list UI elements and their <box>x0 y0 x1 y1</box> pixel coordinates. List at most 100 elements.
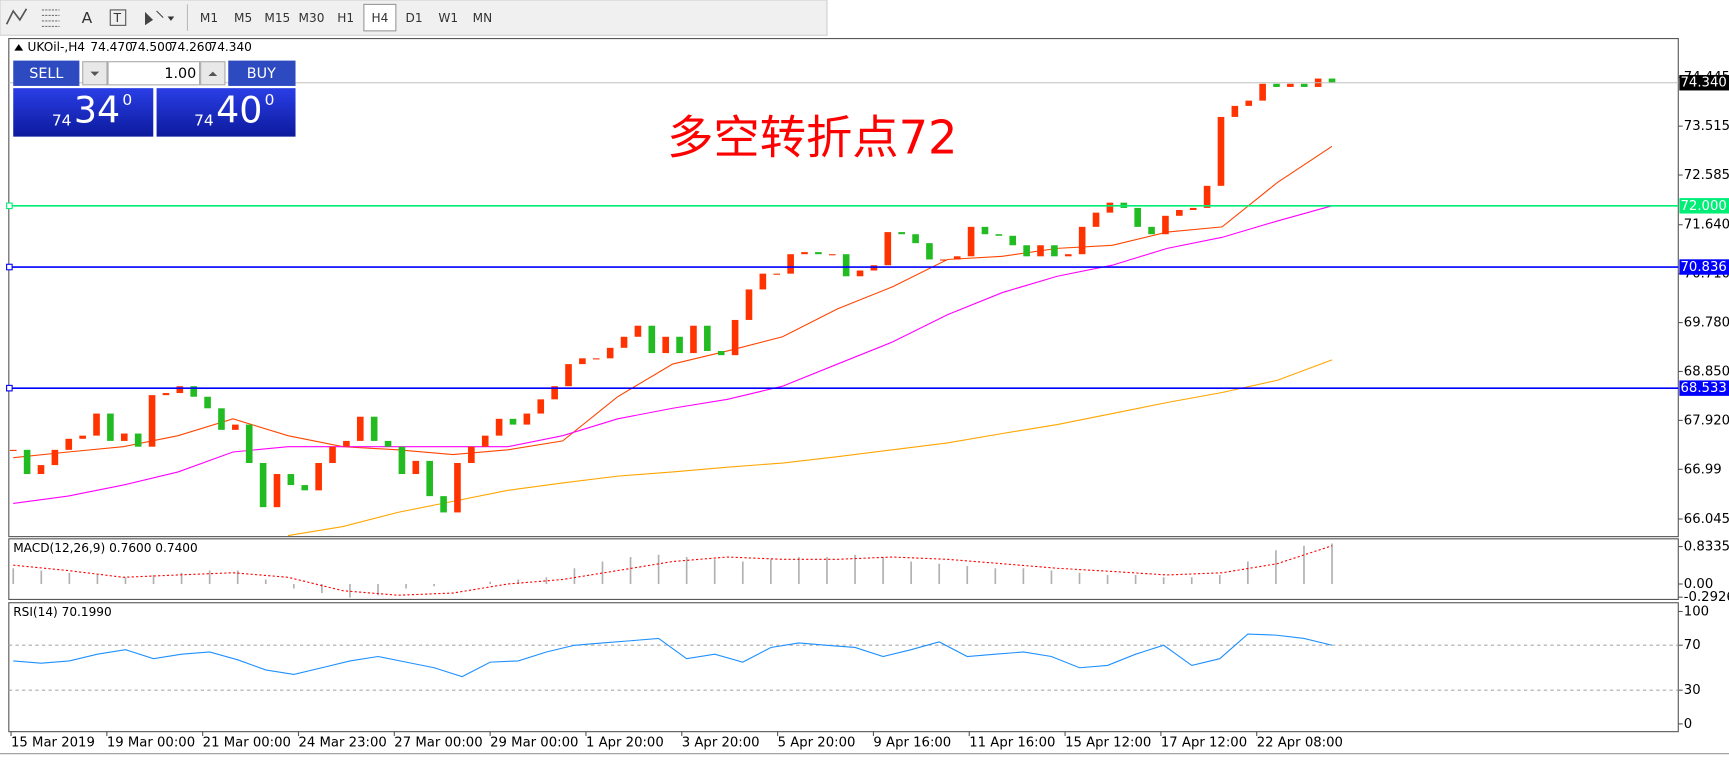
timeframe-button[interactable]: H4 <box>371 11 388 25</box>
candle <box>120 433 128 441</box>
chart-tool-icon[interactable] <box>5 8 28 25</box>
x-tick-label: 3 Apr 20:00 <box>682 736 760 751</box>
candle <box>468 446 475 463</box>
candle <box>148 395 156 447</box>
moving-average <box>287 359 1333 537</box>
macd-title: MACD(12,26,9) 0.7600 0.7400 <box>13 541 197 555</box>
candle <box>912 234 919 244</box>
period-sep-icon[interactable] <box>41 9 60 27</box>
trade-panel: SELL 1.00 BUY 74 34 0 74 40 0 <box>13 60 296 137</box>
text-tool[interactable]: A <box>82 9 93 27</box>
candle <box>1189 207 1197 211</box>
candle <box>704 325 711 351</box>
y-tick-label: 0.00 <box>1684 577 1713 592</box>
candle <box>426 460 434 497</box>
candle <box>1176 210 1183 216</box>
x-tick-label: 21 Mar 00:00 <box>203 736 291 751</box>
candle <box>440 496 447 513</box>
timeframe-button[interactable]: MN <box>473 11 493 25</box>
buy-label[interactable]: BUY <box>247 66 276 82</box>
candle <box>606 347 614 359</box>
x-tick-label: 5 Apr 20:00 <box>778 736 856 751</box>
candle <box>1245 100 1253 106</box>
candle <box>662 336 670 354</box>
timeframe-button[interactable]: H1 <box>337 11 354 25</box>
x-tick-label: 1 Apr 20:00 <box>586 736 664 751</box>
lots-input[interactable] <box>107 61 201 86</box>
collapse-icon[interactable] <box>14 44 24 51</box>
candle <box>870 265 878 271</box>
candle <box>787 254 794 274</box>
candle <box>884 232 892 266</box>
level-handle[interactable] <box>6 263 13 271</box>
arrow-tool-icon[interactable] <box>145 10 175 26</box>
candle <box>1287 83 1294 87</box>
ask-box[interactable] <box>156 88 296 137</box>
bid-main: 34 <box>74 88 120 131</box>
candle <box>1092 212 1100 227</box>
timeframe-button[interactable]: M30 <box>299 11 325 25</box>
candle <box>731 319 739 356</box>
candle <box>981 226 989 235</box>
candle <box>1328 78 1336 83</box>
candle <box>1217 116 1225 186</box>
x-tick-label: 19 Mar 00:00 <box>107 736 195 751</box>
x-tick-label: 27 Mar 00:00 <box>394 736 482 751</box>
candle <box>343 440 350 447</box>
candle <box>398 446 406 475</box>
sell-button[interactable] <box>13 60 80 86</box>
candle <box>134 433 142 447</box>
candle <box>51 449 59 466</box>
timeframe-button[interactable]: W1 <box>438 11 458 25</box>
candle <box>509 418 517 425</box>
candle <box>79 435 86 439</box>
candle <box>204 396 211 409</box>
timeframe-button[interactable]: M5 <box>234 11 252 25</box>
level-label-bg <box>1679 198 1729 214</box>
ohlc-high: 74.500 <box>130 40 172 54</box>
ask-main: 40 <box>216 88 262 131</box>
candle <box>676 336 683 354</box>
moving-average <box>13 145 1333 459</box>
candle <box>37 465 45 475</box>
candle <box>828 254 836 256</box>
y-tick-label: 70 <box>1684 638 1701 653</box>
candle <box>926 243 933 260</box>
x-tick-label: 29 Mar 00:00 <box>490 736 578 751</box>
level-handle[interactable] <box>6 202 13 210</box>
candle <box>773 273 781 275</box>
candle <box>1009 235 1017 246</box>
candle <box>356 416 364 441</box>
candle <box>842 254 850 277</box>
x-tick-label: 22 Apr 08:00 <box>1257 736 1343 751</box>
candle <box>259 462 267 508</box>
buy-button[interactable] <box>228 60 296 86</box>
candle <box>1162 215 1169 235</box>
label-tool-icon[interactable]: T <box>109 9 127 26</box>
candle <box>523 413 531 425</box>
level-handle[interactable] <box>6 384 13 392</box>
sell-label[interactable]: SELL <box>29 66 63 82</box>
candle <box>537 399 545 414</box>
y-tick-label: 73.515 <box>1684 119 1729 134</box>
annotation: 多空转折点72 <box>667 111 957 165</box>
macd-panel <box>8 538 1679 600</box>
level-label: 70.836 <box>1681 260 1727 275</box>
y-tick-label: 71.640 <box>1684 218 1729 233</box>
candle <box>245 424 253 463</box>
candle <box>717 350 725 356</box>
x-tick-label: 15 Mar 2019 <box>11 736 95 751</box>
candle <box>65 438 73 450</box>
bid-box[interactable] <box>13 88 154 137</box>
lots-value[interactable]: 1.00 <box>164 66 196 82</box>
candle <box>412 460 420 475</box>
candle <box>1023 245 1030 257</box>
timeframe-button[interactable]: M15 <box>264 11 290 25</box>
candle <box>745 289 753 320</box>
bid-big: 74 <box>52 112 72 130</box>
candle <box>759 273 767 290</box>
timeframe-button[interactable]: M1 <box>200 11 218 25</box>
timeframe-button[interactable]: D1 <box>406 11 423 25</box>
candle <box>232 424 239 430</box>
